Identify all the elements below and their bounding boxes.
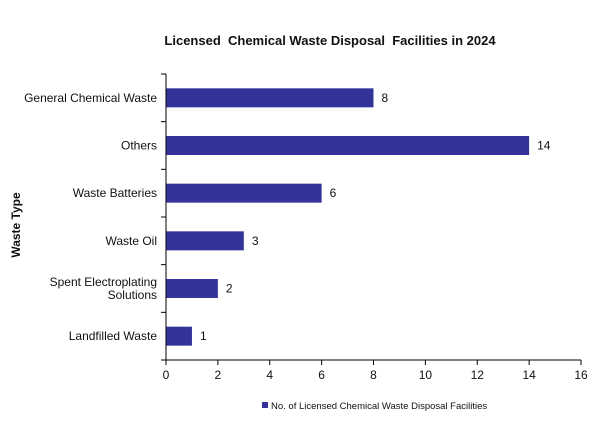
bar (166, 326, 192, 346)
x-tick-label: 14 (522, 368, 536, 382)
data-label: 2 (226, 282, 233, 296)
category-label: Waste Batteries (73, 186, 157, 200)
data-label: 1 (200, 329, 207, 343)
data-label: 14 (537, 139, 551, 153)
bar (166, 136, 530, 155)
x-tick-label: 16 (574, 368, 588, 382)
x-tick-label: 12 (471, 368, 485, 382)
x-tick-label: 4 (266, 368, 273, 382)
x-tick-label: 10 (419, 368, 433, 382)
data-label: 6 (330, 186, 337, 200)
category-label: Waste Oil (105, 234, 157, 248)
legend-swatch (262, 402, 268, 408)
data-label: 3 (252, 234, 259, 248)
x-tick-label: 8 (370, 368, 377, 382)
category-label: Others (121, 139, 157, 153)
chart-title: Licensed Chemical Waste Disposal Facilit… (164, 33, 496, 48)
bar (166, 231, 244, 251)
x-tick-label: 6 (318, 368, 325, 382)
category-label: Solutions (108, 288, 157, 302)
bar (166, 88, 374, 108)
bar (166, 279, 218, 298)
x-tick-label: 0 (163, 368, 170, 382)
category-label: Spent Electroplating (50, 275, 157, 289)
data-label: 8 (382, 91, 389, 105)
category-label: Landfilled Waste (69, 329, 158, 343)
y-axis-label: Waste Type (9, 192, 23, 258)
x-tick-label: 2 (215, 368, 222, 382)
bar (166, 183, 322, 203)
category-label: General Chemical Waste (24, 91, 157, 105)
legend-label: No. of Licensed Chemical Waste Disposal … (271, 401, 487, 412)
